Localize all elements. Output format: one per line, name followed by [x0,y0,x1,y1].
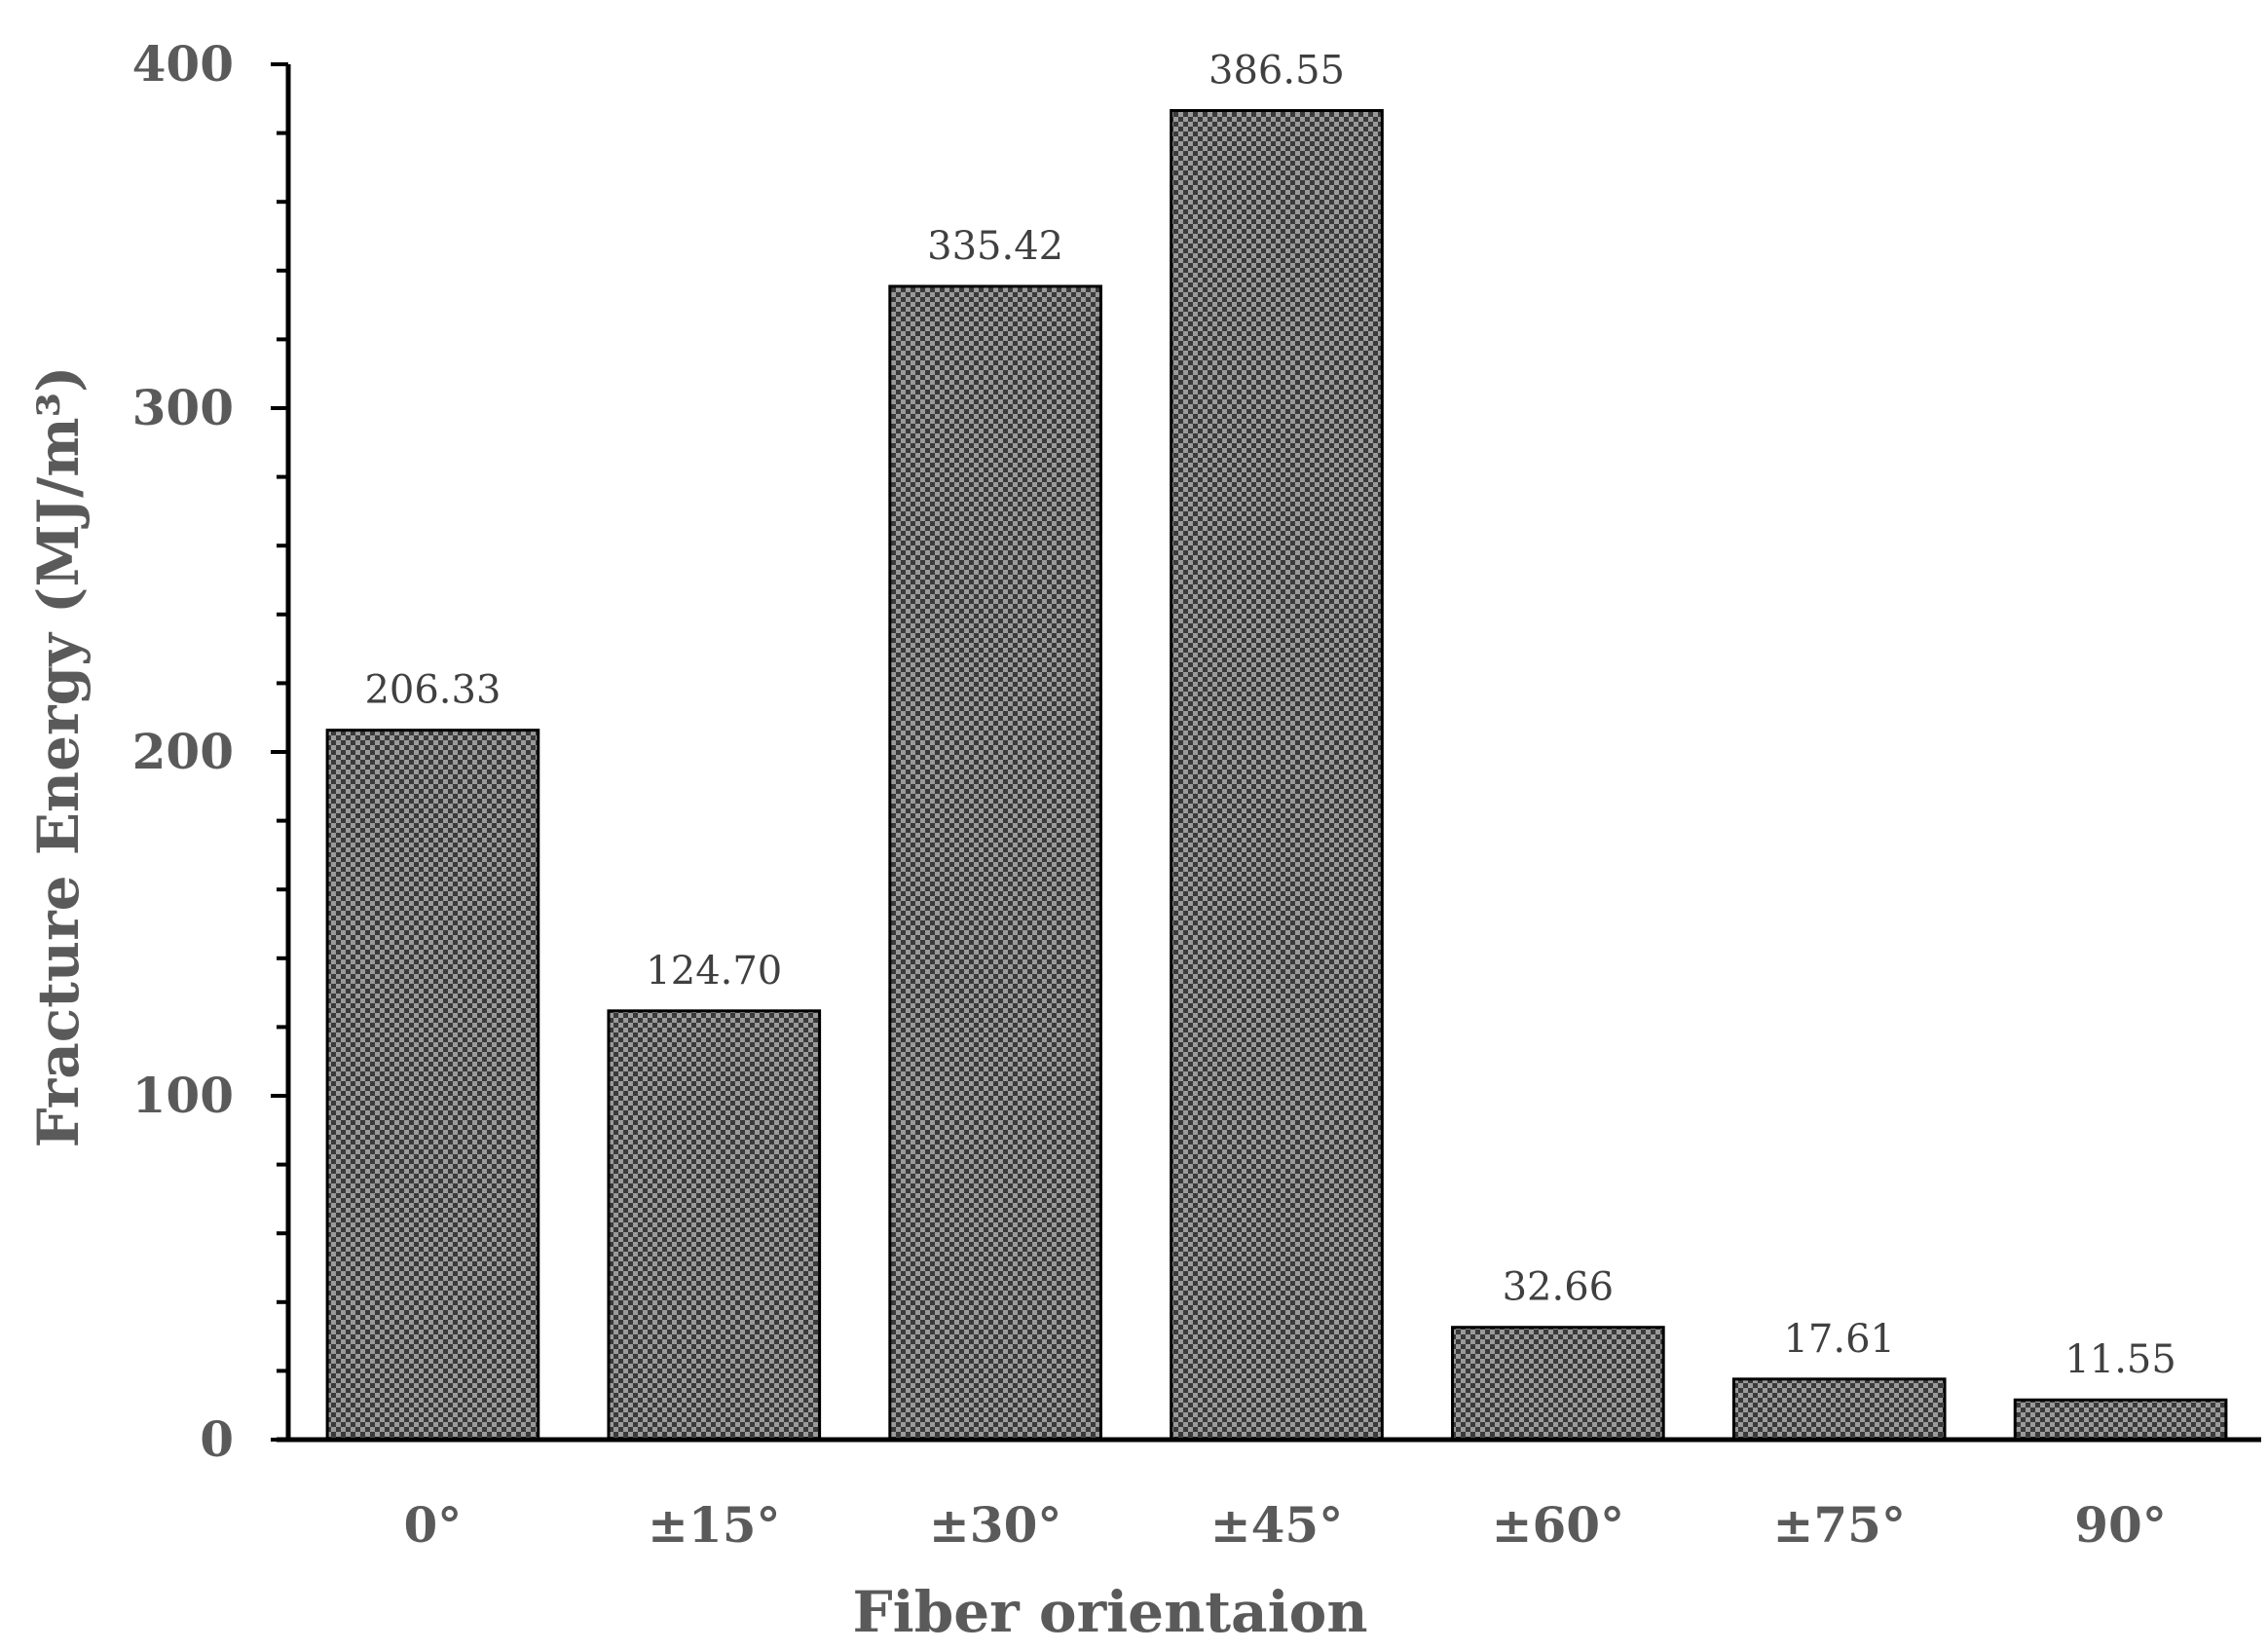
data-label-0: 206.33 [364,668,501,713]
category-label-4: ±60° [1492,1496,1624,1554]
bars-layer [325,108,2228,1442]
bar-3 [1170,108,1384,1442]
category-label-5: ±75° [1772,1496,1905,1554]
category-label-1: ±15° [648,1496,780,1554]
bar-1 [607,1009,822,1442]
data-label-3: 386.55 [1208,48,1345,93]
data-label-2: 335.42 [927,224,1063,269]
y-tick-label-4: 400 [132,35,234,93]
bar-6 [2013,1398,2228,1442]
category-label-2: ±30° [929,1496,1061,1554]
bar-5 [1731,1377,1947,1442]
category-label-0: 0° [404,1496,463,1554]
data-label-5: 17.61 [1783,1317,1895,1362]
category-label-3: ±45° [1210,1496,1343,1554]
bar-4 [1451,1326,1665,1442]
data-label-1: 124.70 [646,949,782,994]
bar-0 [325,729,540,1442]
data-label-4: 32.66 [1503,1265,1615,1310]
y-tick-label-1: 100 [132,1067,234,1124]
y-axis-title: Fracture Energy (MJ/m³) [25,366,92,1148]
y-tick-label-0: 0 [200,1410,234,1468]
data-label-6: 11.55 [2064,1337,2176,1382]
axes-layer [271,62,2261,1443]
bar-2 [888,284,1102,1442]
x-axis-title: Fiber orientaion [852,1579,1367,1645]
category-label-6: 90° [2074,1496,2167,1554]
y-tick-label-3: 300 [132,379,234,436]
y-tick-label-2: 200 [132,723,234,780]
labels-layer: 206.33 0° 124.70 ±15° 335.42 ±30° 386.55 ±45° 32… [132,35,2176,1554]
